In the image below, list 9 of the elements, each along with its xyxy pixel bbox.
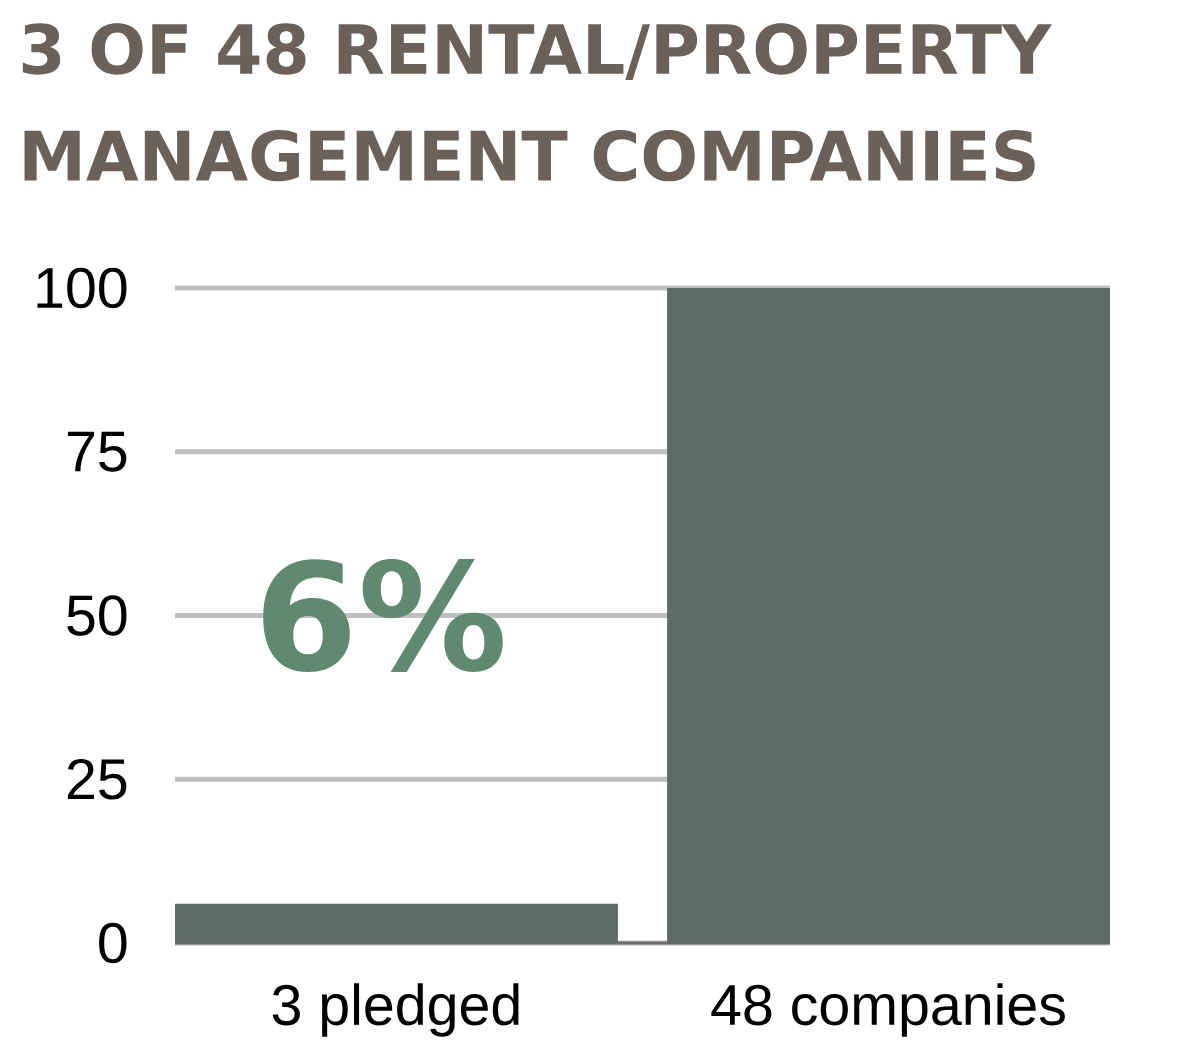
y-tick-label: 75 [67,431,127,472]
y-tick-label: 0 [99,922,127,964]
x-tick-label: 48 companies [711,983,1065,1037]
y-tick-label: 50 [67,595,127,636]
annotation: 6% [263,559,503,672]
y-tick-label: 25 [67,758,127,800]
y-tick-label: 100 [37,267,127,309]
chart-title: 3 OF 48 RENTAL/PROPERTY MANAGEMENT COMPANIES [22,23,1052,182]
x-tick-label: 3 pledged [272,983,519,1037]
